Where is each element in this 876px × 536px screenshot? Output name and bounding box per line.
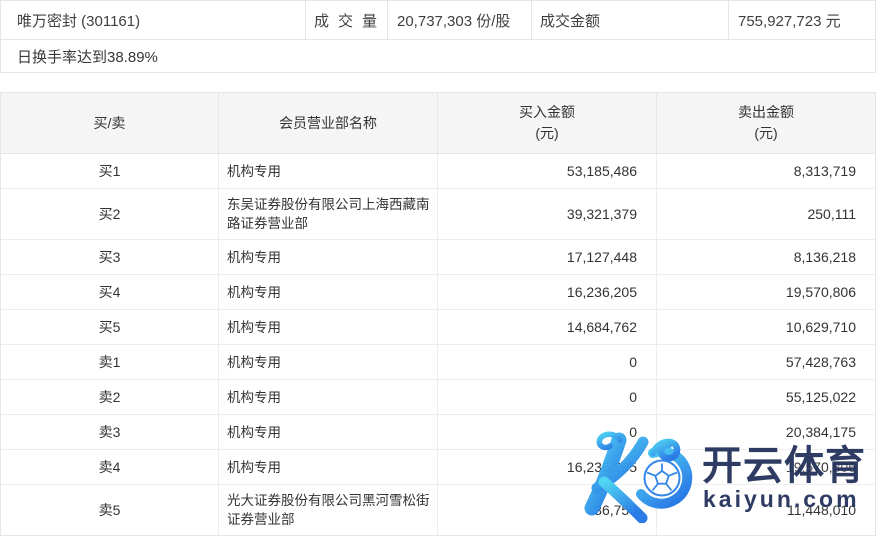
table-row: 卖3 机构专用 0 20,384,175 <box>1 415 875 450</box>
sell-amount-cell: 55,125,022 <box>785 389 856 405</box>
buy-amount-cell: 17,127,448 <box>438 240 657 274</box>
sell-amount-cell: 250,111 <box>807 206 856 222</box>
table-row: 买3 机构专用 17,127,448 8,136,218 <box>1 240 875 275</box>
sell-amount-cell: 8,136,218 <box>793 249 856 265</box>
rank-cell: 卖4 <box>1 450 219 484</box>
rank-cell: 卖2 <box>1 380 219 414</box>
header-sell-unit: (元) <box>754 125 778 141</box>
table-row: 买4 机构专用 16,236,205 19,570,806 <box>1 275 875 310</box>
rank-cell: 买5 <box>1 310 219 344</box>
broker-seat-table: 买/卖 会员营业部名称 买入金额 (元) 卖出金额 (元) 买1 机构专用 53… <box>0 92 876 536</box>
branch-name-cell: 机构专用 <box>219 154 438 188</box>
buy-amount-cell: 39,321,379 <box>438 189 657 239</box>
branch-name-cell: 光大证券股份有限公司黑河雪松街证券营业部 <box>219 485 438 535</box>
rank-cell: 买1 <box>1 154 219 188</box>
header-side: 买/卖 <box>1 93 219 153</box>
branch-name-cell: 机构专用 <box>219 240 438 274</box>
header-buy-label: 买入金额 <box>519 104 575 120</box>
sell-amount-cell: 57,428,763 <box>785 354 856 370</box>
rank-cell: 卖3 <box>1 415 219 449</box>
buy-amount-cell: 16,236,205 <box>438 450 657 484</box>
branch-name-cell: 机构专用 <box>219 310 438 344</box>
branch-name-cell: 机构专用 <box>219 450 438 484</box>
turnover-label: 成交金额 <box>532 1 729 39</box>
rank-cell: 买4 <box>1 275 219 309</box>
branch-name-cell: 东吴证券股份有限公司上海西藏南路证券营业部 <box>219 189 438 239</box>
turnover-rate-note: 日换手率达到38.89% <box>17 48 158 66</box>
table-row: 买5 机构专用 14,684,762 10,629,710 <box>1 310 875 345</box>
stock-summary-row: 唯万密封 (301161) 成交量 20,737,303 份/股 成交金额 75… <box>1 1 875 40</box>
header-branch: 会员营业部名称 <box>219 93 438 153</box>
stock-name: 唯万密封 (301161) <box>1 1 306 39</box>
sell-amount-cell: 10,629,710 <box>785 319 856 335</box>
volume-value: 20,737,303 份/股 <box>388 1 532 39</box>
header-branch-label: 会员营业部名称 <box>279 114 377 131</box>
header-buy-unit: (元) <box>535 125 559 141</box>
table-body: 买1 机构专用 53,185,486 8,313,719 买2 东吴证券股份有限… <box>1 154 875 535</box>
sell-amount-cell: 19,570,806 <box>785 459 856 475</box>
branch-name-cell: 机构专用 <box>219 275 438 309</box>
buy-amount-cell: 36,750 <box>438 485 657 535</box>
table-row: 卖2 机构专用 0 55,125,022 <box>1 380 875 415</box>
sell-amount-cell: 20,384,175 <box>785 424 856 440</box>
buy-amount-cell: 53,185,486 <box>438 154 657 188</box>
rank-cell: 卖5 <box>1 485 219 535</box>
header-sell-amount: 卖出金额 (元) <box>657 93 875 153</box>
header-side-label: 买/卖 <box>93 114 126 131</box>
table-row: 卖4 机构专用 16,236,205 19,570,806 <box>1 450 875 485</box>
rank-cell: 买3 <box>1 240 219 274</box>
table-header-row: 买/卖 会员营业部名称 买入金额 (元) 卖出金额 (元) <box>1 93 875 154</box>
buy-amount-cell: 14,684,762 <box>438 310 657 344</box>
volume-label: 成交量 <box>306 1 388 39</box>
table-row: 买2 东吴证券股份有限公司上海西藏南路证券营业部 39,321,379 250,… <box>1 189 875 240</box>
table-row: 买1 机构专用 53,185,486 8,313,719 <box>1 154 875 189</box>
branch-name-cell: 机构专用 <box>219 380 438 414</box>
header-sell-label: 卖出金额 <box>738 104 794 120</box>
sell-amount-cell: 11,448,010 <box>786 502 856 518</box>
stock-summary-bar: 唯万密封 (301161) 成交量 20,737,303 份/股 成交金额 75… <box>0 0 876 73</box>
branch-name-cell: 机构专用 <box>219 415 438 449</box>
buy-amount-cell: 16,236,205 <box>438 275 657 309</box>
rank-cell: 卖1 <box>1 345 219 379</box>
buy-amount-cell: 0 <box>438 345 657 379</box>
turnover-value: 755,927,723 元 <box>738 12 841 30</box>
header-buy-amount: 买入金额 (元) <box>438 93 657 153</box>
buy-amount-cell: 0 <box>438 380 657 414</box>
sell-amount-cell: 8,313,719 <box>793 163 856 179</box>
branch-name-cell: 机构专用 <box>219 345 438 379</box>
table-row: 卖5 光大证券股份有限公司黑河雪松街证券营业部 36,750 11,448,01… <box>1 485 875 535</box>
buy-amount-cell: 0 <box>438 415 657 449</box>
sell-amount-cell: 19,570,806 <box>785 284 856 300</box>
rank-cell: 买2 <box>1 189 219 239</box>
table-row: 卖1 机构专用 0 57,428,763 <box>1 345 875 380</box>
